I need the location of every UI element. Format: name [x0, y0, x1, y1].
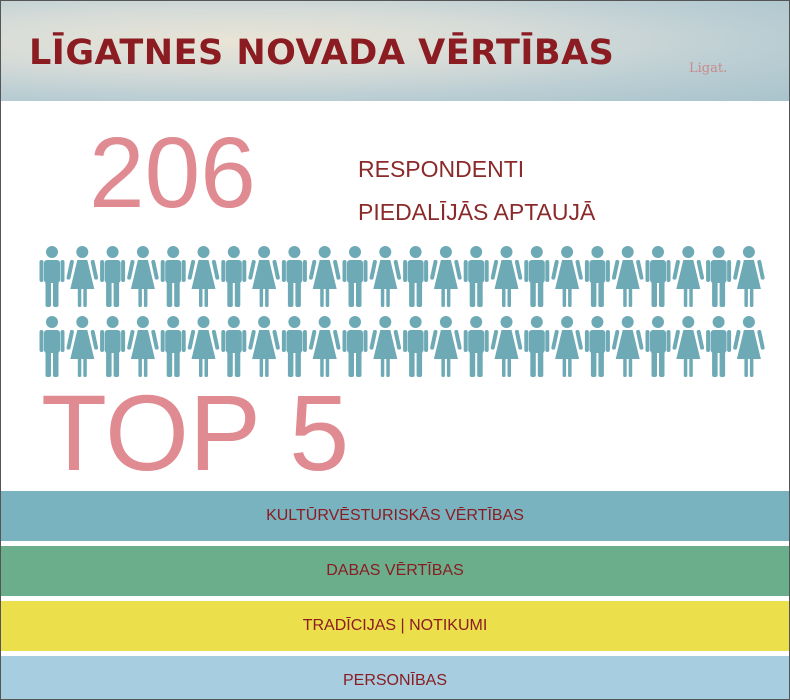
people-pictogram — [1, 241, 789, 381]
person-icon — [585, 316, 610, 377]
person-icon — [309, 316, 341, 377]
top-title: TOP 5 — [41, 379, 349, 487]
person-icon — [127, 246, 159, 307]
stat-label: PIEDALĪJĀS APTAUJĀ — [358, 199, 595, 226]
person-icon — [612, 316, 644, 377]
person-icon — [646, 246, 671, 307]
person-icon — [706, 246, 731, 307]
person-icon — [309, 246, 341, 307]
page: LĪGATNES NOVADA VĒRTĪBAS Ligat. 206 RESP… — [0, 0, 790, 700]
person-icon — [646, 316, 671, 377]
person-icon — [282, 316, 307, 377]
person-icon — [524, 316, 549, 377]
person-icon — [369, 246, 401, 307]
person-icon — [66, 246, 98, 307]
person-icon — [706, 316, 731, 377]
person-icon — [40, 316, 65, 377]
person-icon — [551, 316, 583, 377]
category-label: PERSONĪBAS — [343, 672, 447, 690]
category-band: TRADĪCIJAS | NOTIKUMI — [1, 601, 789, 651]
category-label: KULTŪRVĒSTURISKĀS VĒRTĪBAS — [266, 507, 524, 525]
person-icon — [551, 246, 583, 307]
person-icon — [343, 316, 368, 377]
person-icon — [612, 246, 644, 307]
title: LĪGATNES NOVADA VĒRTĪBAS — [29, 33, 614, 73]
person-icon — [100, 316, 125, 377]
category-band: DABAS VĒRTĪBAS — [1, 546, 789, 596]
person-icon — [282, 246, 307, 307]
category-band: PERSONĪBAS — [1, 656, 789, 700]
person-icon — [430, 246, 462, 307]
person-icon — [161, 316, 186, 377]
person-icon — [490, 316, 522, 377]
person-icon — [343, 246, 368, 307]
person-icon — [248, 316, 280, 377]
header: LĪGATNES NOVADA VĒRTĪBAS Ligat. — [1, 1, 789, 101]
person-icon — [248, 246, 280, 307]
person-icon — [464, 246, 489, 307]
person-icon — [672, 246, 704, 307]
category-band: KULTŪRVĒSTURISKĀS VĒRTĪBAS — [1, 491, 789, 541]
person-icon — [464, 316, 489, 377]
stamp: Ligat. — [689, 61, 727, 76]
person-icon — [733, 246, 765, 307]
person-icon — [585, 246, 610, 307]
person-icon — [403, 246, 428, 307]
person-icon — [672, 316, 704, 377]
person-icon — [66, 316, 98, 377]
person-icon — [369, 316, 401, 377]
stat-label: RESPONDENTI — [358, 156, 524, 183]
person-icon — [127, 316, 159, 377]
person-icon — [430, 316, 462, 377]
person-icon — [187, 316, 219, 377]
respondent-count: 206 — [89, 123, 256, 223]
person-icon — [403, 316, 428, 377]
person-icon — [221, 246, 246, 307]
category-label: DABAS VĒRTĪBAS — [326, 562, 464, 580]
person-icon — [40, 246, 65, 307]
person-icon — [187, 246, 219, 307]
person-icon — [733, 316, 765, 377]
top-list: KULTŪRVĒSTURISKĀS VĒRTĪBAS DABAS VĒRTĪBAS… — [1, 491, 789, 700]
person-icon — [161, 246, 186, 307]
category-label: TRADĪCIJAS | NOTIKUMI — [303, 617, 488, 635]
person-icon — [221, 316, 246, 377]
person-icon — [490, 246, 522, 307]
person-icon — [100, 246, 125, 307]
person-icon — [524, 246, 549, 307]
